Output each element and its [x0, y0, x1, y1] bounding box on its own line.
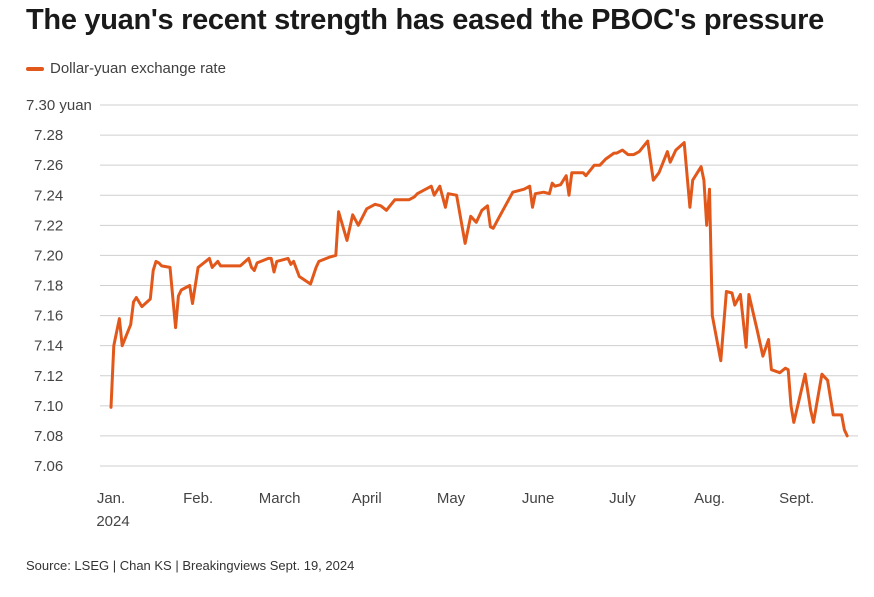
x-tick-label: May	[437, 490, 466, 507]
chart-title: The yuan's recent strength has eased the…	[26, 4, 824, 36]
y-tick-label: 7.14	[34, 338, 63, 355]
y-tick-label: 7.30 yuan	[26, 97, 92, 114]
y-tick-label: 7.08	[34, 428, 63, 445]
legend-label: Dollar-yuan exchange rate	[50, 60, 226, 77]
source-note: Source: LSEG | Chan KS | Breakingviews S…	[26, 558, 355, 573]
x-tick-sublabel: 2024	[96, 513, 129, 530]
y-tick-label: 7.26	[34, 157, 63, 174]
x-tick-label: April	[352, 490, 382, 507]
x-tick-label: Sept.	[779, 490, 814, 507]
x-tick-label: July	[609, 490, 636, 507]
y-tick-label: 7.28	[34, 127, 63, 144]
x-tick-label: Jan.	[97, 490, 125, 507]
y-tick-label: 7.20	[34, 247, 63, 264]
y-tick-label: 7.18	[34, 278, 63, 295]
y-tick-label: 7.06	[34, 458, 63, 475]
y-tick-label: 7.12	[34, 368, 63, 385]
y-tick-label: 7.24	[34, 187, 63, 204]
y-tick-label: 7.22	[34, 217, 63, 234]
legend-swatch	[26, 66, 44, 71]
series-line	[109, 139, 849, 438]
x-tick-label: Feb.	[183, 490, 213, 507]
x-tick-label: Aug.	[694, 490, 725, 507]
y-tick-label: 7.10	[34, 398, 63, 415]
x-tick-label: June	[522, 490, 555, 507]
y-tick-label: 7.16	[34, 308, 63, 325]
x-tick-label: March	[259, 490, 301, 507]
legend: Dollar-yuan exchange rate	[26, 60, 226, 77]
